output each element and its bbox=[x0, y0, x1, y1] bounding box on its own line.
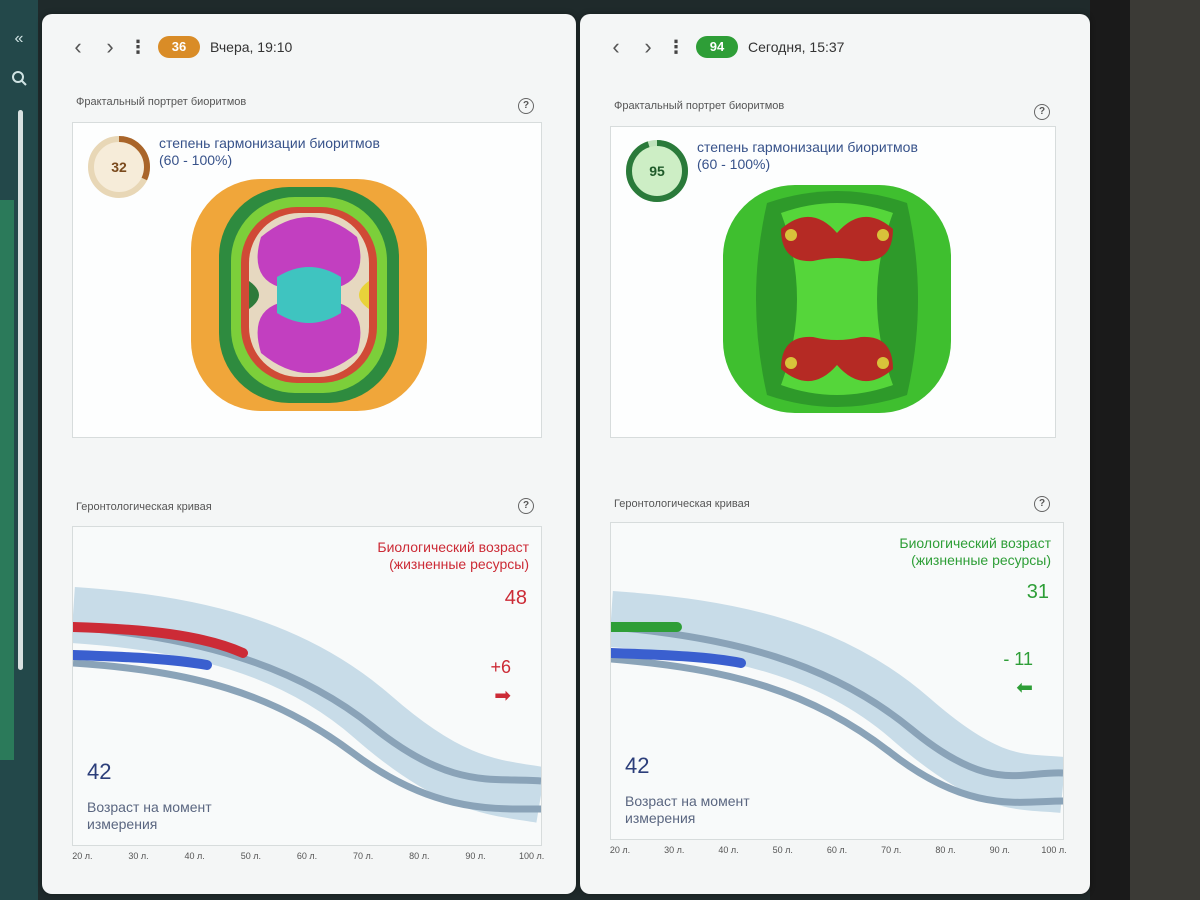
more-options-icon[interactable]: ⋮ bbox=[129, 36, 147, 57]
age-axis: 20 л. 30 л. 40 л. 50 л. 60 л. 70 л. 80 л. 90 л.… bbox=[609, 845, 1067, 861]
harmony-score-ring: 32 bbox=[88, 136, 150, 198]
age-axis-tick: 80 л. bbox=[409, 851, 430, 861]
age-axis: 20 л. 30 л. 40 л. 50 л. 60 л. 70 л. 80 л. 90 л.… bbox=[72, 851, 545, 867]
result-panel-current: ‹ › ⋮ 94 Сегодня, 15:37 Фрактальный порт… bbox=[580, 14, 1090, 894]
harmony-score: 95 bbox=[649, 163, 665, 179]
fractal-portrait-image bbox=[191, 179, 427, 411]
biological-age-value: 31 bbox=[1026, 581, 1049, 603]
harmony-label: степень гармонизации биоритмов (60 - 100… bbox=[159, 135, 380, 168]
gerontology-section-title: Геронтологическая кривая bbox=[76, 501, 212, 513]
gerontology-curve-chart bbox=[611, 591, 1063, 813]
arrow-left-icon: ⬅ bbox=[1016, 677, 1033, 699]
gerontology-curve-chart bbox=[73, 587, 541, 823]
biological-age-label: Биологический возраст (жизненные ресурсы… bbox=[899, 535, 1051, 568]
help-icon[interactable]: ? bbox=[518, 498, 534, 514]
age-axis-tick: 90 л. bbox=[465, 851, 486, 861]
age-axis-tick: 20 л. bbox=[72, 851, 93, 861]
age-axis-tick: 30 л. bbox=[128, 851, 149, 861]
gerontology-section-title: Геронтологическая кривая bbox=[614, 498, 750, 510]
measurement-time: Сегодня, 15:37 bbox=[748, 39, 845, 55]
age-delta: - 11 bbox=[1003, 649, 1033, 669]
chevron-right-icon[interactable]: › bbox=[644, 34, 652, 59]
measurement-age-label: Возраст на момент измерения bbox=[87, 799, 212, 832]
age-axis-tick: 60 л. bbox=[296, 851, 318, 861]
panel-header: ‹ › ⋮ 94 Сегодня, 15:37 bbox=[600, 34, 844, 60]
fractal-portrait-image bbox=[723, 185, 951, 413]
measurement-age-label: Возраст на момент измерения bbox=[625, 793, 750, 826]
help-icon[interactable]: ? bbox=[518, 98, 534, 114]
age-axis-tick: 70 л. bbox=[353, 851, 374, 861]
fractal-section-title: Фрактальный портрет биоритмов bbox=[614, 100, 785, 112]
chronological-age-line bbox=[611, 648, 746, 668]
result-panel-previous: ‹ › ⋮ 36 Вчера, 19:10 Фрактальный портре… bbox=[42, 14, 576, 894]
help-icon[interactable]: ? bbox=[1034, 104, 1050, 120]
fractal-card: 95 степень гармонизации биоритмов (60 - … bbox=[610, 126, 1056, 438]
age-axis-tick: 100 л. bbox=[518, 851, 545, 861]
age-axis-tick: 20 л. bbox=[609, 845, 631, 855]
harmony-label: степень гармонизации биоритмов (60 - 100… bbox=[697, 139, 918, 172]
chevron-right-icon[interactable]: › bbox=[106, 34, 114, 59]
biological-age-label: Биологический возраст (жизненные ресурсы… bbox=[377, 539, 529, 572]
fractal-card: 32 степень гармонизации биоритмов (60 - … bbox=[72, 122, 542, 438]
background-edge-dark bbox=[1090, 0, 1130, 900]
arrow-right-icon: ➡ bbox=[494, 685, 511, 707]
age-axis-tick: 50 л. bbox=[240, 851, 261, 861]
age-axis-tick: 80 л. bbox=[935, 845, 956, 855]
score-badge: 36 bbox=[158, 36, 200, 58]
search-icon[interactable] bbox=[6, 70, 32, 92]
score-badge: 94 bbox=[696, 36, 738, 58]
collapse-sidebar-icon[interactable]: « bbox=[14, 30, 24, 47]
sidebar-accent bbox=[0, 200, 14, 760]
age-axis-tick: 90 л. bbox=[989, 845, 1010, 855]
panel-header: ‹ › ⋮ 36 Вчера, 19:10 bbox=[62, 34, 292, 60]
gerontology-card: Биологический возраст (жизненные ресурсы… bbox=[610, 522, 1067, 855]
age-axis-tick: 70 л. bbox=[881, 845, 902, 855]
age-axis-tick: 30 л. bbox=[664, 845, 685, 855]
harmony-score: 32 bbox=[111, 159, 127, 175]
biological-age-line bbox=[73, 622, 248, 658]
sidebar: « bbox=[0, 0, 38, 900]
age-axis-tick: 40 л. bbox=[184, 851, 205, 861]
age-axis-tick: 40 л. bbox=[718, 845, 739, 855]
chevron-left-icon[interactable]: ‹ bbox=[74, 34, 82, 59]
age-axis-tick: 100 л. bbox=[1041, 845, 1067, 855]
measurement-age-value: 42 bbox=[625, 753, 650, 778]
chevron-left-icon[interactable]: ‹ bbox=[612, 34, 620, 59]
gerontology-card: Биологический возраст (жизненные ресурсы… bbox=[72, 526, 544, 861]
more-options-icon[interactable]: ⋮ bbox=[667, 36, 685, 57]
measurement-time: Вчера, 19:10 bbox=[210, 39, 293, 55]
harmony-score-ring: 95 bbox=[626, 140, 688, 202]
age-delta: +6 bbox=[490, 657, 511, 677]
sidebar-scrollbar[interactable] bbox=[18, 110, 23, 670]
help-icon[interactable]: ? bbox=[1034, 496, 1050, 512]
fractal-section-title: Фрактальный портрет биоритмов bbox=[76, 96, 247, 108]
measurement-age-value: 42 bbox=[87, 759, 112, 784]
age-axis-tick: 50 л. bbox=[772, 845, 793, 855]
chronological-age-line bbox=[73, 650, 212, 670]
age-axis-tick: 60 л. bbox=[826, 845, 848, 855]
biological-age-value: 48 bbox=[504, 587, 527, 609]
